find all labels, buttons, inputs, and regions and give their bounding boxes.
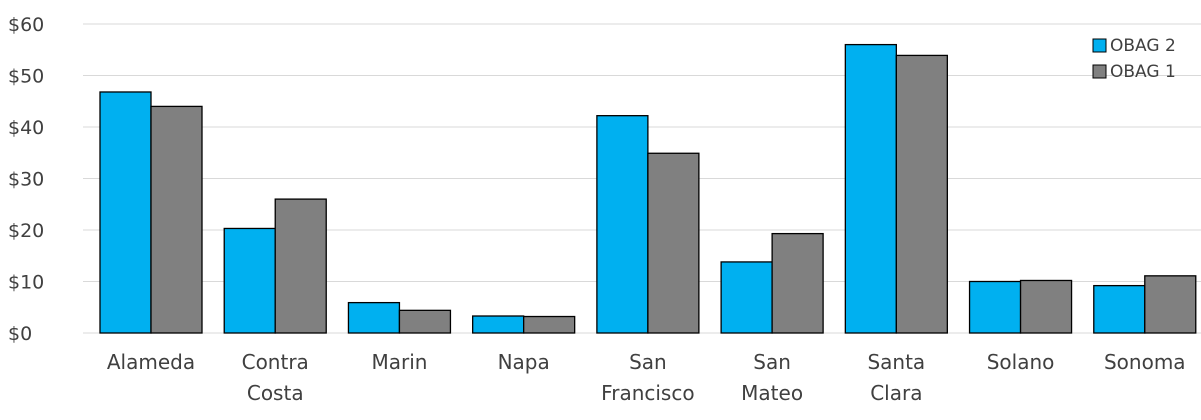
bar-san-mateo-obag-1 <box>771 232 824 334</box>
category-label: Sonoma <box>1104 350 1186 374</box>
bar-contra-costa-obag-2 <box>223 227 276 334</box>
bar-marin-obag-1 <box>398 309 452 334</box>
y-tick-label: $10 <box>8 272 44 294</box>
bar-alameda-obag-2 <box>99 91 152 334</box>
y-tick-label: $20 <box>8 220 44 242</box>
legend-label: OBAG 2 <box>1110 36 1176 56</box>
category-label: Alameda <box>107 350 195 374</box>
bar-san-francisco-obag-2 <box>596 115 649 334</box>
bar-solano-obag-1 <box>1019 279 1073 334</box>
bars <box>99 43 1197 334</box>
y-tick-label: $40 <box>8 117 44 139</box>
category-label: Napa <box>498 350 550 374</box>
bar-napa-obag-1 <box>523 315 576 334</box>
legend-label: OBAG 1 <box>1110 62 1176 82</box>
bar-contra-costa-obag-1 <box>274 198 327 334</box>
bar-solano-obag-2 <box>968 280 1022 334</box>
category-label: Contra Costa <box>242 350 309 405</box>
bar-san-mateo-obag-2 <box>720 261 773 334</box>
bar-san-francisco-obag-1 <box>647 152 700 334</box>
legend: OBAG 2 OBAG 1 <box>1092 36 1176 82</box>
y-tick-label: $60 <box>8 14 44 36</box>
bar-sonoma-obag-1 <box>1144 275 1197 334</box>
category-label: Santa Clara <box>867 350 925 405</box>
x-axis-category-labels: Alameda Contra Costa Marin Napa San Francisco S… <box>107 350 1186 405</box>
category-label: Marin <box>371 350 427 374</box>
bar-santa-clara-obag-1 <box>895 54 948 334</box>
y-axis-tick-labels: $0 $10 $20 $30 $40 $50 $60 <box>8 14 44 345</box>
bar-napa-obag-2 <box>472 315 525 334</box>
y-tick-label: $30 <box>8 169 44 191</box>
category-label: Solano <box>987 350 1055 374</box>
y-tick-label: $50 <box>8 66 44 88</box>
bar-alameda-obag-1 <box>150 105 203 334</box>
y-tick-label: $0 <box>8 323 32 345</box>
bar-sonoma-obag-2 <box>1093 284 1146 334</box>
bar-marin-obag-2 <box>347 301 401 334</box>
legend-swatch <box>1092 64 1107 79</box>
legend-swatch <box>1092 38 1107 53</box>
category-label: San Francisco <box>601 350 694 405</box>
bar-santa-clara-obag-2 <box>844 43 897 334</box>
category-label: San Mateo <box>741 350 803 405</box>
